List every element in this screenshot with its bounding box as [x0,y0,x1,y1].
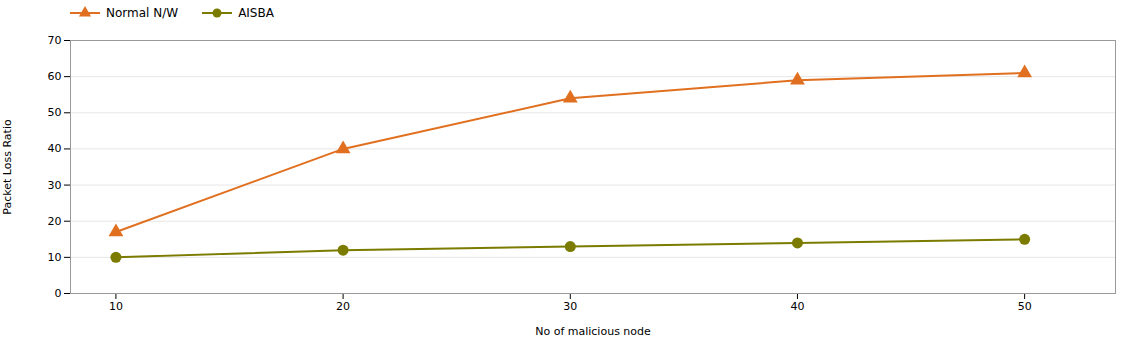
svg-text:60: 60 [48,70,62,83]
svg-text:40: 40 [48,142,62,155]
svg-text:30: 30 [563,300,577,313]
svg-text:No of malicious node: No of malicious node [535,325,651,337]
html-text:Normal N/W: Normal N/W [106,6,179,20]
svg-text:0: 0 [55,287,62,300]
svg-text:20: 20 [48,215,62,228]
svg-text:Packet Loss Ratio: Packet Loss Ratio [1,119,14,215]
svg-text:70: 70 [48,34,62,47]
svg-text:10: 10 [109,300,123,313]
svg-text:50: 50 [1018,300,1032,313]
svg-text:10: 10 [48,251,62,264]
svg-text:40: 40 [790,300,804,313]
svg-text:30: 30 [48,179,62,192]
svg-text:50: 50 [48,106,62,119]
svg-text:20: 20 [336,300,350,313]
html-text:AISBA: AISBA [238,6,274,20]
